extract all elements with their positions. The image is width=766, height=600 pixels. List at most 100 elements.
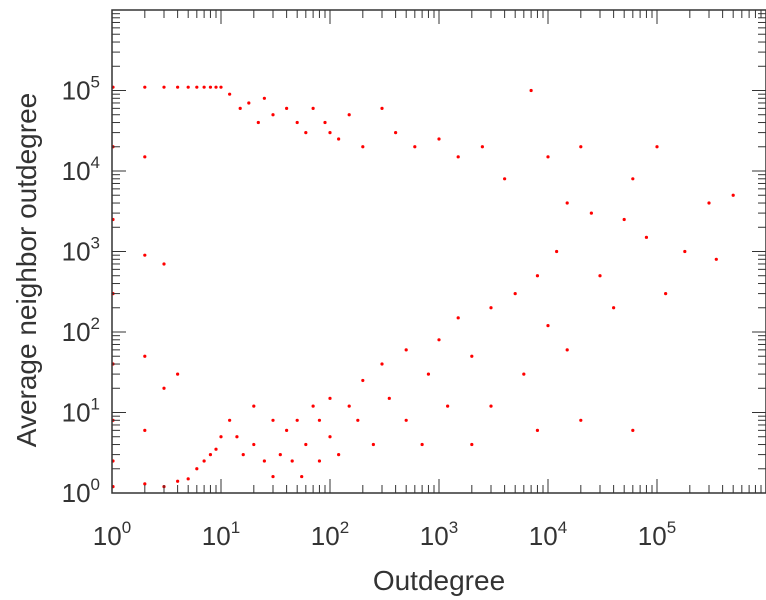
scatter-point bbox=[503, 177, 507, 181]
scatter-point bbox=[262, 459, 266, 463]
scatter-point bbox=[186, 477, 190, 481]
scatter-point bbox=[683, 249, 687, 254]
scatter-point bbox=[589, 211, 593, 215]
scatter-point bbox=[323, 120, 327, 125]
scatter-point bbox=[195, 467, 199, 471]
scatter-point bbox=[295, 120, 299, 125]
x-tick-label: 104 bbox=[529, 518, 567, 551]
scatter-point bbox=[480, 145, 484, 149]
scatter-point bbox=[195, 85, 199, 89]
scatter-point bbox=[285, 428, 289, 432]
scatter-point bbox=[546, 155, 550, 159]
scatter-point bbox=[565, 201, 569, 205]
y-tick-label: 102 bbox=[62, 314, 100, 347]
scatter-point bbox=[271, 418, 275, 422]
plot-frame bbox=[111, 9, 766, 494]
scatter-point bbox=[278, 452, 282, 457]
scatter-point bbox=[176, 372, 180, 376]
scatter-point bbox=[546, 324, 550, 328]
scatter-point bbox=[655, 145, 659, 149]
scatter-point bbox=[271, 113, 275, 117]
scatter-point bbox=[371, 442, 375, 447]
scatter-point bbox=[612, 306, 616, 310]
scatter-point bbox=[143, 253, 147, 257]
x-tick-label: 103 bbox=[420, 518, 458, 551]
y-axis-title: Average neighbor outdegree bbox=[11, 93, 42, 447]
scatter-point bbox=[622, 217, 626, 222]
scatter-point bbox=[208, 85, 213, 89]
scatter-point bbox=[228, 92, 232, 96]
scatter-point bbox=[664, 291, 668, 296]
scatter-point bbox=[238, 106, 242, 110]
x-tick-labels: 100 101 102 103 104 105 bbox=[93, 518, 676, 551]
x-axis-title: Outdegree bbox=[373, 565, 505, 596]
x-tick-label: 102 bbox=[311, 518, 349, 551]
scatter-point bbox=[311, 404, 315, 408]
scatter-point bbox=[456, 155, 460, 159]
y-tick-label: 103 bbox=[62, 234, 100, 267]
scatter-point bbox=[241, 452, 245, 457]
scatter-point bbox=[347, 113, 351, 117]
scatter-point bbox=[300, 474, 304, 479]
y-tick-labels: 100 101 102 103 104 105 bbox=[62, 73, 100, 509]
scatter-point bbox=[328, 396, 332, 400]
scatter-point bbox=[535, 274, 540, 278]
scatter-point bbox=[394, 130, 398, 135]
x-tick-label: 101 bbox=[202, 518, 240, 551]
scatter-point bbox=[186, 85, 190, 89]
scatter-point bbox=[644, 235, 649, 239]
scatter-point bbox=[470, 442, 474, 447]
scatter-point bbox=[446, 404, 450, 408]
scatter-point bbox=[304, 130, 308, 135]
scatter-point bbox=[356, 418, 360, 422]
scatter-point bbox=[347, 404, 351, 408]
scatter-point bbox=[489, 404, 493, 408]
scatter-point bbox=[256, 120, 260, 125]
scatter-point bbox=[598, 274, 602, 278]
scatter-point bbox=[380, 362, 384, 366]
scatter-point bbox=[579, 418, 583, 422]
scatter-point bbox=[162, 262, 166, 266]
scatter-point bbox=[535, 428, 540, 432]
scatter-point bbox=[202, 459, 206, 463]
scatter-point bbox=[176, 85, 180, 89]
scatter-point bbox=[304, 442, 308, 447]
scatter-point bbox=[413, 145, 417, 149]
scatter-point bbox=[214, 85, 218, 89]
scatter-point bbox=[631, 177, 635, 181]
scatter-point bbox=[252, 442, 256, 447]
scatter-point bbox=[489, 306, 493, 310]
scatter-point bbox=[361, 378, 365, 383]
scatter-point bbox=[579, 145, 583, 149]
scatter-point bbox=[456, 316, 460, 320]
scatter-point bbox=[219, 435, 223, 439]
scatter-point bbox=[337, 137, 341, 141]
scatter-point bbox=[162, 386, 166, 390]
scatter-point bbox=[707, 201, 711, 205]
scatter-point bbox=[420, 442, 424, 447]
x-tick-label: 100 bbox=[93, 518, 131, 551]
scatter-point bbox=[214, 447, 218, 451]
scatter-point bbox=[247, 101, 251, 105]
scatter-point bbox=[143, 85, 147, 89]
scatter-point bbox=[202, 85, 206, 89]
scatter-point bbox=[631, 428, 635, 432]
scatter-point bbox=[252, 404, 256, 408]
scatter-point bbox=[404, 348, 408, 352]
y-tick-label: 104 bbox=[62, 153, 100, 186]
scatter-point bbox=[404, 418, 408, 422]
scatter-point bbox=[437, 338, 441, 342]
y-tick-label: 101 bbox=[62, 395, 100, 428]
scatter-point bbox=[361, 145, 365, 149]
scatter-point bbox=[426, 372, 431, 376]
scatter-point bbox=[143, 428, 147, 432]
scatter-point bbox=[380, 106, 384, 110]
scatter-point bbox=[337, 452, 341, 457]
y-tick-label: 100 bbox=[62, 475, 100, 508]
scatter-point bbox=[522, 372, 526, 376]
scatter-point bbox=[228, 418, 232, 422]
scatter-point bbox=[529, 88, 533, 93]
scatter-point bbox=[143, 155, 147, 159]
scatter-point bbox=[311, 106, 315, 110]
